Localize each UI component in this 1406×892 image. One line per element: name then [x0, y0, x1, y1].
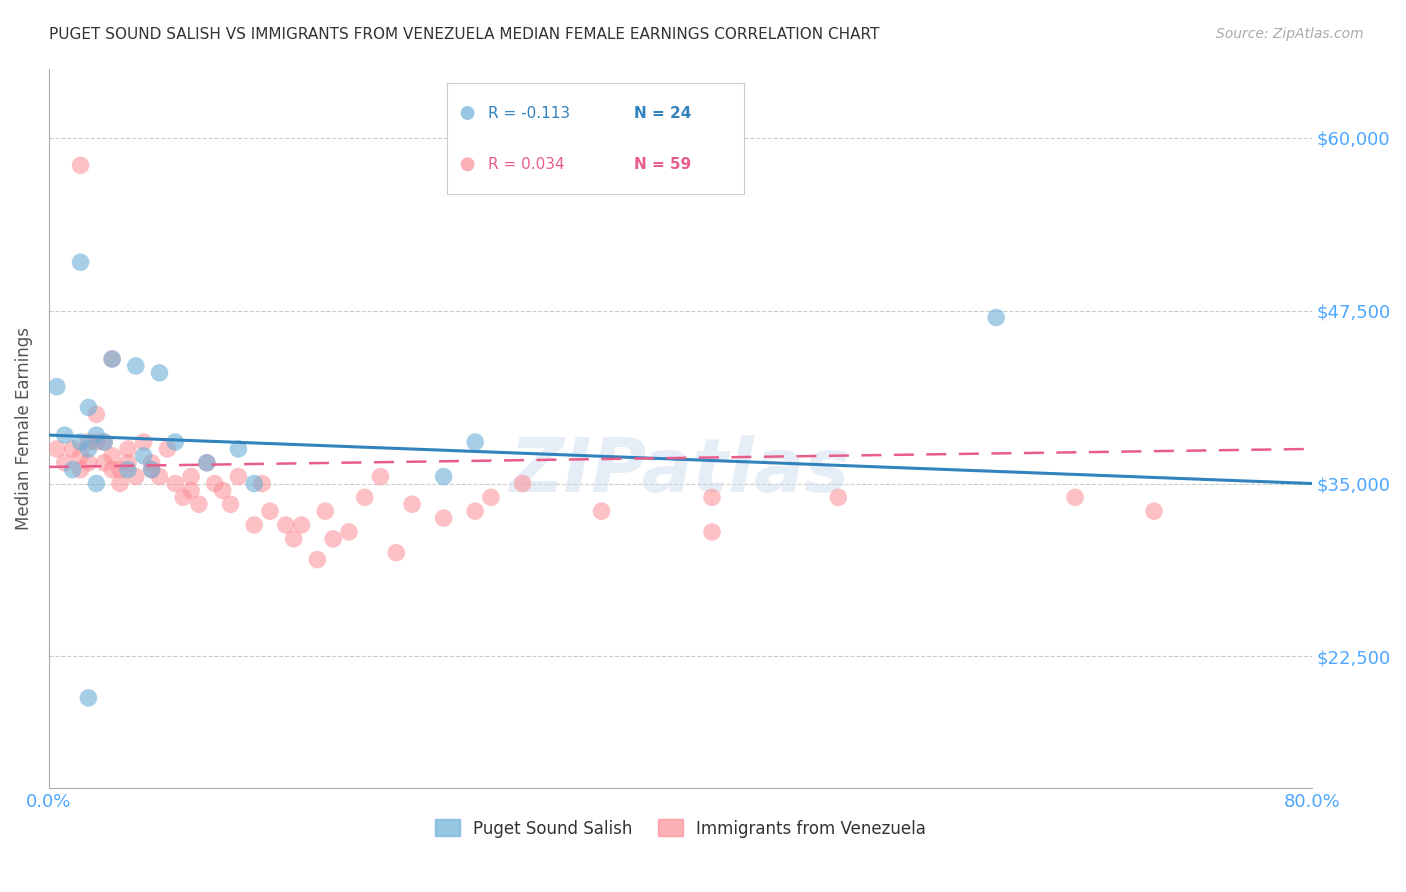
Point [433, 469, 456, 483]
Point [370, 469, 392, 483]
Point [219, 497, 242, 511]
Point [62, 463, 84, 477]
Point [195, 456, 218, 470]
Point [101, 351, 124, 366]
Point [86, 476, 108, 491]
Point [141, 463, 163, 477]
Point [156, 442, 179, 456]
Point [86, 435, 108, 450]
Point [180, 469, 202, 483]
Point [827, 491, 849, 505]
Point [125, 469, 148, 483]
Point [77, 690, 100, 705]
Point [69, 449, 91, 463]
Text: ZIPatlas: ZIPatlas [510, 434, 851, 508]
Point [93, 456, 115, 470]
Point [204, 476, 226, 491]
Point [141, 456, 163, 470]
Point [479, 491, 502, 505]
Point [77, 442, 100, 456]
Point [243, 518, 266, 533]
Point [211, 483, 233, 498]
Point [62, 442, 84, 456]
Point [464, 435, 486, 450]
Point [69, 435, 91, 450]
Text: Source: ZipAtlas.com: Source: ZipAtlas.com [1216, 27, 1364, 41]
Point [53, 428, 76, 442]
Point [353, 491, 375, 505]
Point [45, 442, 67, 456]
Point [101, 463, 124, 477]
Point [307, 552, 329, 566]
Point [228, 442, 250, 456]
Point [69, 463, 91, 477]
Point [433, 511, 456, 525]
Point [512, 476, 534, 491]
Point [45, 379, 67, 393]
Point [132, 435, 155, 450]
Point [228, 469, 250, 483]
Point [250, 476, 273, 491]
Point [180, 483, 202, 498]
Point [259, 504, 281, 518]
Point [132, 449, 155, 463]
Point [125, 359, 148, 373]
Point [314, 504, 336, 518]
Point [101, 351, 124, 366]
Point [165, 476, 187, 491]
Text: PUGET SOUND SALISH VS IMMIGRANTS FROM VENEZUELA MEDIAN FEMALE EARNINGS CORRELATI: PUGET SOUND SALISH VS IMMIGRANTS FROM VE… [49, 27, 880, 42]
Point [700, 524, 723, 539]
Point [69, 158, 91, 172]
Point [986, 310, 1008, 325]
Point [141, 463, 163, 477]
Point [591, 504, 613, 518]
Point [86, 408, 108, 422]
Point [322, 532, 344, 546]
Point [700, 491, 723, 505]
Point [108, 463, 131, 477]
Point [337, 524, 360, 539]
Point [93, 435, 115, 450]
Point [464, 504, 486, 518]
Point [243, 476, 266, 491]
Point [165, 435, 187, 450]
Legend: Puget Sound Salish, Immigrants from Venezuela: Puget Sound Salish, Immigrants from Vene… [429, 813, 932, 844]
Point [290, 518, 312, 533]
Point [1064, 491, 1087, 505]
Point [77, 435, 100, 450]
Point [385, 546, 408, 560]
Point [117, 442, 139, 456]
Point [148, 469, 170, 483]
Point [77, 456, 100, 470]
Point [101, 449, 124, 463]
Point [117, 463, 139, 477]
Point [401, 497, 423, 511]
Point [274, 518, 297, 533]
Point [172, 491, 194, 505]
Point [187, 497, 209, 511]
Y-axis label: Median Female Earnings: Median Female Earnings [15, 326, 32, 530]
Point [93, 435, 115, 450]
Point [148, 366, 170, 380]
Point [283, 532, 305, 546]
Point [1143, 504, 1166, 518]
Point [77, 401, 100, 415]
Point [108, 476, 131, 491]
Point [69, 255, 91, 269]
Point [86, 428, 108, 442]
Point [117, 456, 139, 470]
Point [53, 456, 76, 470]
Point [195, 456, 218, 470]
